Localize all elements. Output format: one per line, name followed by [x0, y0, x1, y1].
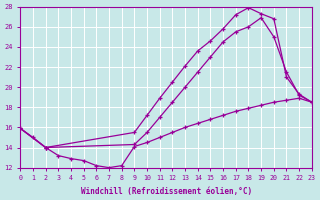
X-axis label: Windchill (Refroidissement éolien,°C): Windchill (Refroidissement éolien,°C): [81, 187, 252, 196]
